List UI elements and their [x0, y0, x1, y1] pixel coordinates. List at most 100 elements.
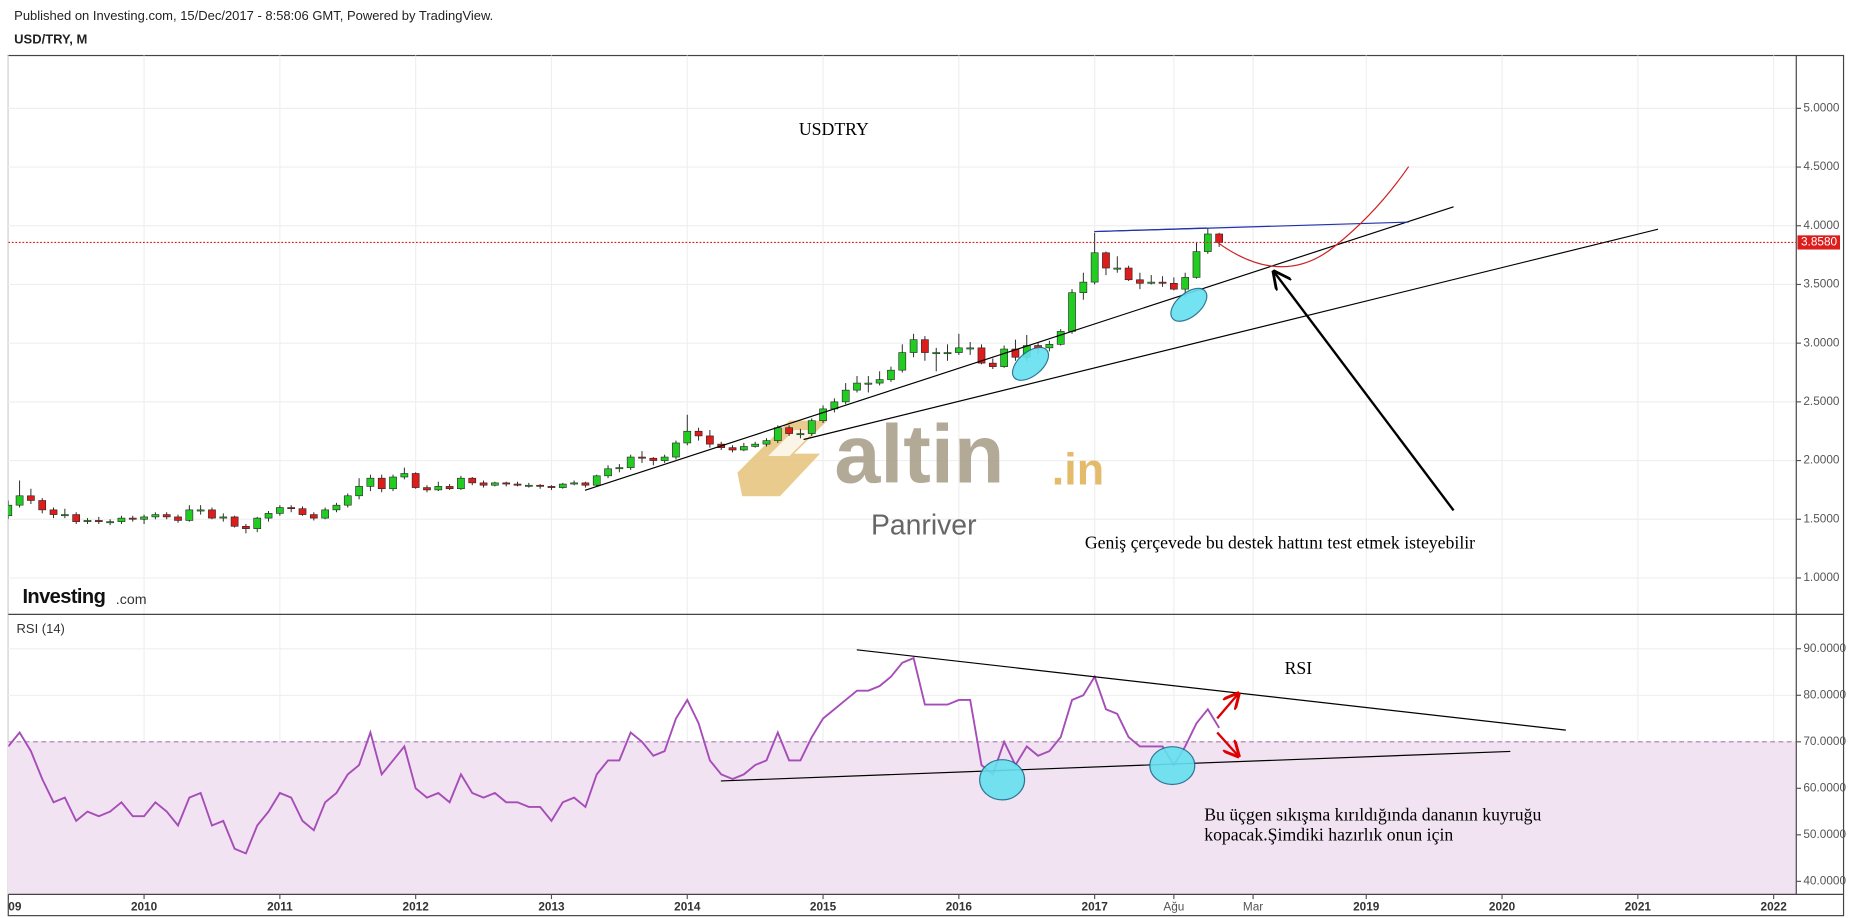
candle-body	[332, 504, 341, 511]
highlight	[979, 759, 1026, 801]
y-tick-label: 3.0000	[1803, 335, 1840, 349]
x-tick-label: 2019	[1353, 899, 1380, 913]
annotation: kopacak.Şimdiki hazırlık onun için	[1204, 825, 1453, 845]
x-tick-label: 2017	[1082, 899, 1109, 913]
highlight	[1011, 346, 1050, 381]
candle-body	[309, 514, 318, 519]
candle-body	[389, 476, 397, 490]
candle-body	[1045, 344, 1054, 349]
rsi-title: RSI (14)	[17, 621, 65, 636]
candle-body	[638, 456, 646, 459]
candle-body	[773, 427, 782, 441]
candle-body	[366, 477, 375, 487]
candle-body	[185, 509, 194, 521]
x-tick-label: 2020	[1489, 899, 1516, 913]
trendline	[584, 206, 1454, 491]
candle-body	[38, 500, 47, 511]
candle-body	[468, 477, 477, 484]
candle-body	[253, 517, 262, 529]
candle-body	[615, 467, 624, 470]
candle-body	[94, 520, 103, 522]
y-tick-label: 4.5000	[1803, 159, 1840, 173]
candle-body	[61, 514, 69, 517]
drawings	[584, 166, 1659, 801]
candle-body	[683, 430, 692, 444]
candle-body	[875, 379, 884, 384]
x-tick-label: 2009	[0, 899, 22, 913]
rsi-zone	[8, 741, 1797, 895]
candle-body	[909, 339, 918, 353]
candle-body	[1124, 267, 1133, 281]
investing-logo: Investing .com	[22, 586, 146, 608]
x-tick-label: 2021	[1625, 899, 1652, 913]
x-tick-label: 2011	[267, 899, 293, 913]
candle-body	[660, 456, 669, 461]
candle-body	[887, 369, 895, 380]
rsi-line	[8, 656, 1220, 855]
time-axis: 2009 2010 2011 2012 2013 2014 2015 2016 2017 Ağu M…	[0, 894, 1787, 913]
candle-body	[558, 483, 567, 488]
candle-body	[83, 520, 92, 522]
candle-body	[151, 514, 160, 518]
arrow	[1274, 272, 1455, 512]
candle-body	[751, 443, 760, 447]
candle-body	[1090, 252, 1099, 283]
candle-body	[1000, 348, 1008, 367]
candle-body	[762, 440, 771, 445]
candle-body	[570, 482, 578, 485]
last-price-tag	[1797, 235, 1841, 250]
chart-label: USDTRY	[799, 119, 869, 139]
candle-body	[1192, 251, 1201, 278]
y-tick-label: 2.0000	[1803, 453, 1840, 467]
candle-body	[966, 347, 975, 350]
candle-body	[411, 473, 420, 488]
y-tick-label: 70.0000	[1803, 734, 1846, 748]
candle-body	[943, 352, 952, 355]
candle-body	[649, 457, 658, 461]
watermark-suffix: .in	[1052, 443, 1104, 494]
candle-body	[864, 382, 873, 385]
last-price-label: 3.8580	[1801, 235, 1838, 249]
candle-body	[694, 430, 703, 437]
candle-body	[128, 517, 137, 520]
x-tick-label: 2015	[810, 899, 837, 913]
candle-body	[1113, 267, 1122, 270]
candle-body	[1170, 282, 1178, 290]
candle-body	[988, 362, 997, 367]
candle-body	[162, 514, 171, 518]
x-tick-label: 2013	[538, 899, 565, 913]
candle-body	[706, 435, 714, 445]
rsi-pane	[8, 656, 1797, 855]
y-tick-label: 3.5000	[1803, 277, 1840, 291]
y-tick-label: 4.0000	[1803, 218, 1840, 232]
candle-body	[1215, 233, 1223, 243]
candle-body	[672, 442, 680, 458]
logo-name: Investing	[22, 586, 105, 608]
rsi-trendline	[720, 750, 1511, 782]
y-tick-label: 80.0000	[1803, 687, 1846, 701]
candle-body	[1068, 292, 1076, 332]
candle-body	[604, 468, 612, 477]
candle-body	[796, 433, 805, 436]
candle-body	[445, 486, 454, 490]
candle-body	[1056, 331, 1065, 345]
published-note: Published on Investing.com, 15/Dec/2017 …	[14, 8, 493, 23]
candle-body	[355, 486, 363, 497]
candle-body	[536, 484, 544, 487]
axes: 1.0000 1.5000 2.0000 2.5000 3.0000 3.5000 4.00…	[1796, 100, 1846, 887]
x-tick-label: 2010	[131, 899, 158, 913]
candle-body	[1079, 281, 1088, 293]
annotation: Bu üçgen sıkışma kırıldığında dananın ku…	[1204, 804, 1541, 824]
resistance-line	[1094, 227, 1207, 233]
candle-body	[740, 446, 748, 451]
candle-body	[321, 509, 329, 519]
candle-body	[853, 382, 861, 391]
y-tick-label: 5.0000	[1803, 100, 1840, 114]
candle-body	[15, 495, 24, 506]
candle-body	[174, 516, 182, 521]
y-tick-label: 60.0000	[1803, 780, 1846, 794]
candle-body	[457, 477, 465, 490]
candle-body	[400, 473, 409, 478]
candle-body	[547, 486, 556, 488]
